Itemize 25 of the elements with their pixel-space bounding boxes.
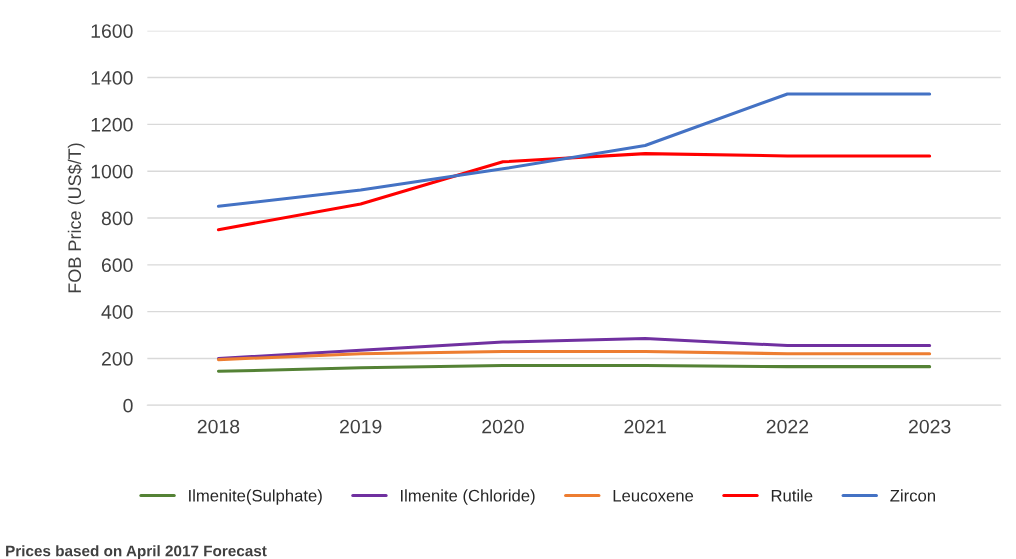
x-tick-label: 2021 <box>624 419 666 434</box>
y-tick-label: 800 <box>101 211 133 226</box>
y-tick-label: 200 <box>101 351 133 366</box>
line-series <box>216 337 932 360</box>
y-tick-label: 400 <box>101 305 133 319</box>
x-tick-label: 2023 <box>908 419 951 434</box>
x-tick-label: 2022 <box>766 419 809 434</box>
legend-label: Zircon <box>890 489 935 502</box>
legend-label: Ilmenite(Sulphate) <box>189 489 322 505</box>
legend-label: Leucoxene <box>613 489 694 502</box>
y-tick-label: 1000 <box>91 164 133 179</box>
x-tick-label: 2018 <box>197 419 240 434</box>
legend-label: Ilmenite (Chloride) <box>401 489 535 505</box>
text: Prices based on April 2017 Forecast <box>6 545 267 559</box>
y-tick-label: 1400 <box>91 71 133 85</box>
x-tick-label: 2019 <box>340 419 382 434</box>
y-tick-label: 600 <box>101 258 133 273</box>
legend-label: Rutile <box>771 489 813 502</box>
line-series <box>216 152 932 232</box>
y-tick-label: 1600 <box>91 24 133 38</box>
y-tick-label: 1200 <box>91 117 133 132</box>
y-axis-title: FOB Price (US$/T) <box>67 143 85 293</box>
x-tick-label: 2020 <box>482 419 524 434</box>
line-series <box>216 92 932 208</box>
y-tick-label: 0 <box>123 398 133 413</box>
